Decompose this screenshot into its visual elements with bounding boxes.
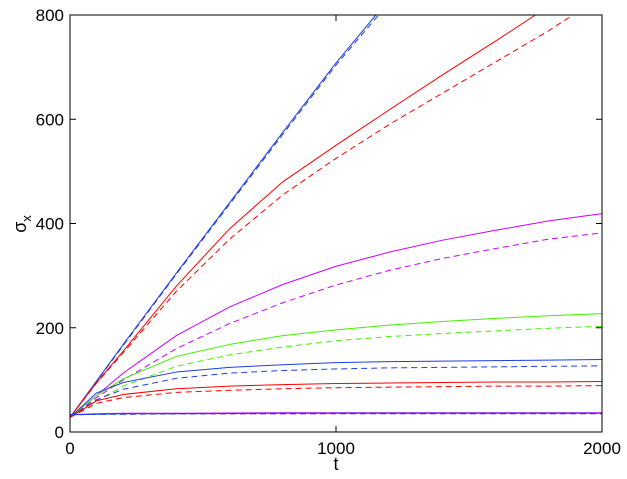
- series-line-9-blue-solid: [70, 359, 602, 418]
- series-line-12-red-dashed: [70, 385, 602, 418]
- ticks-group: 0 1000 2000 0 200 400 600 800: [36, 6, 621, 458]
- series-line-13-magenta-solid: [70, 412, 602, 416]
- x-tick-label-1000: 1000: [317, 439, 355, 458]
- series-line-6-magenta-dashed: [70, 232, 602, 418]
- y-axis-label: σx: [10, 215, 34, 233]
- y-tick-label-0: 0: [55, 423, 64, 442]
- series-line-8-green-dashed: [70, 325, 602, 418]
- series-line-16-blue-dashed: [70, 413, 602, 416]
- y-tick-label-200: 200: [36, 319, 64, 338]
- series-line-4-red-dashed: [70, 15, 574, 418]
- series-line-11-red-solid: [70, 380, 602, 418]
- x-tick-label-0: 0: [65, 439, 74, 458]
- y-axis-label-subscript: x: [19, 215, 34, 222]
- plot-background: [70, 15, 602, 432]
- series-line-2-blue-dashed: [70, 15, 379, 418]
- y-tick-label-400: 400: [36, 215, 64, 234]
- series-group: [70, 15, 602, 418]
- svg-text:σx: σx: [10, 215, 34, 233]
- y-axis-label-main: σ: [10, 222, 30, 233]
- y-tick-label-800: 800: [36, 6, 64, 25]
- y-tick-label-600: 600: [36, 110, 64, 129]
- series-line-7-green-solid: [70, 313, 602, 418]
- series-line-3-red-solid: [70, 15, 536, 418]
- series-line-5-magenta-solid: [70, 213, 602, 418]
- x-tick-label-2000: 2000: [583, 439, 621, 458]
- x-axis-label: t: [333, 454, 338, 474]
- series-line-10-blue-dashed: [70, 365, 602, 418]
